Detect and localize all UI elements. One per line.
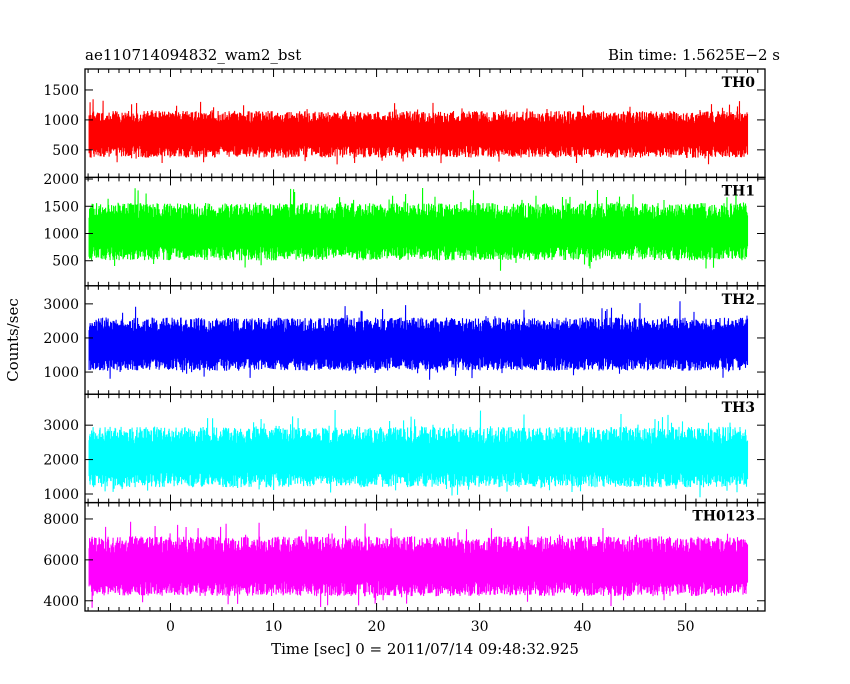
panel-label-th0: TH0 (722, 75, 756, 91)
x-tick-label: 20 (368, 619, 386, 635)
bin-time-label: Bin time: 1.5625E−2 s (608, 46, 780, 64)
panel-th1: 500 1000 1500 2000 TH1 (43, 172, 766, 287)
panel-th0: 500 1000 1500 TH0 (43, 68, 766, 179)
x-tick-label: 10 (265, 619, 283, 635)
series-core-th3 (89, 446, 748, 470)
series-core-th1 (89, 221, 748, 244)
series-core-th0 (89, 125, 748, 144)
panel-label-th2: TH2 (722, 292, 755, 308)
x-tick-label: 30 (471, 619, 489, 635)
panel-th2: 1000 2000 3000 TH2 (43, 285, 766, 395)
panel-label-th0123: TH0123 (692, 509, 755, 525)
y-tick-label: 2000 (43, 331, 79, 347)
y-tick-label: 2000 (43, 453, 79, 469)
x-tick-label: 50 (677, 619, 695, 635)
y-tick-label: 4000 (43, 594, 79, 610)
y-tick-label: 1500 (43, 199, 79, 215)
x-tick-label: 0 (166, 619, 175, 635)
y-tick-label: 1500 (43, 83, 79, 99)
panel-label-th3: TH3 (722, 400, 755, 416)
y-tick-label: 1000 (43, 227, 79, 243)
y-tick-label: 6000 (43, 553, 79, 569)
x-axis-label: Time [sec] 0 = 2011/07/14 09:48:32.925 (271, 640, 579, 658)
panel-label-th1: TH1 (722, 183, 755, 199)
series-core-th0123 (89, 555, 748, 579)
y-tick-label: 2000 (43, 172, 79, 188)
y-tick-label: 3000 (43, 418, 79, 434)
y-tick-label: 3000 (43, 297, 79, 313)
series-core-th2 (89, 334, 748, 355)
x-tick-label: 40 (574, 619, 592, 635)
y-tick-label: 1000 (43, 487, 79, 503)
panel-th3: 1000 2000 3000 TH3 (43, 393, 766, 504)
panel-th0123: 4000 6000 8000 TH0123 (43, 501, 766, 612)
y-tick-label: 8000 (43, 512, 79, 528)
y-axis-label: Counts/sec (4, 298, 22, 382)
y-tick-label: 500 (52, 254, 79, 270)
y-tick-label: 1000 (43, 365, 79, 381)
panel-frame (84, 501, 766, 612)
y-tick-label: 500 (52, 143, 79, 159)
chart-title: ae110714094832_wam2_bst (85, 46, 301, 64)
y-tick-label: 1000 (43, 113, 79, 129)
